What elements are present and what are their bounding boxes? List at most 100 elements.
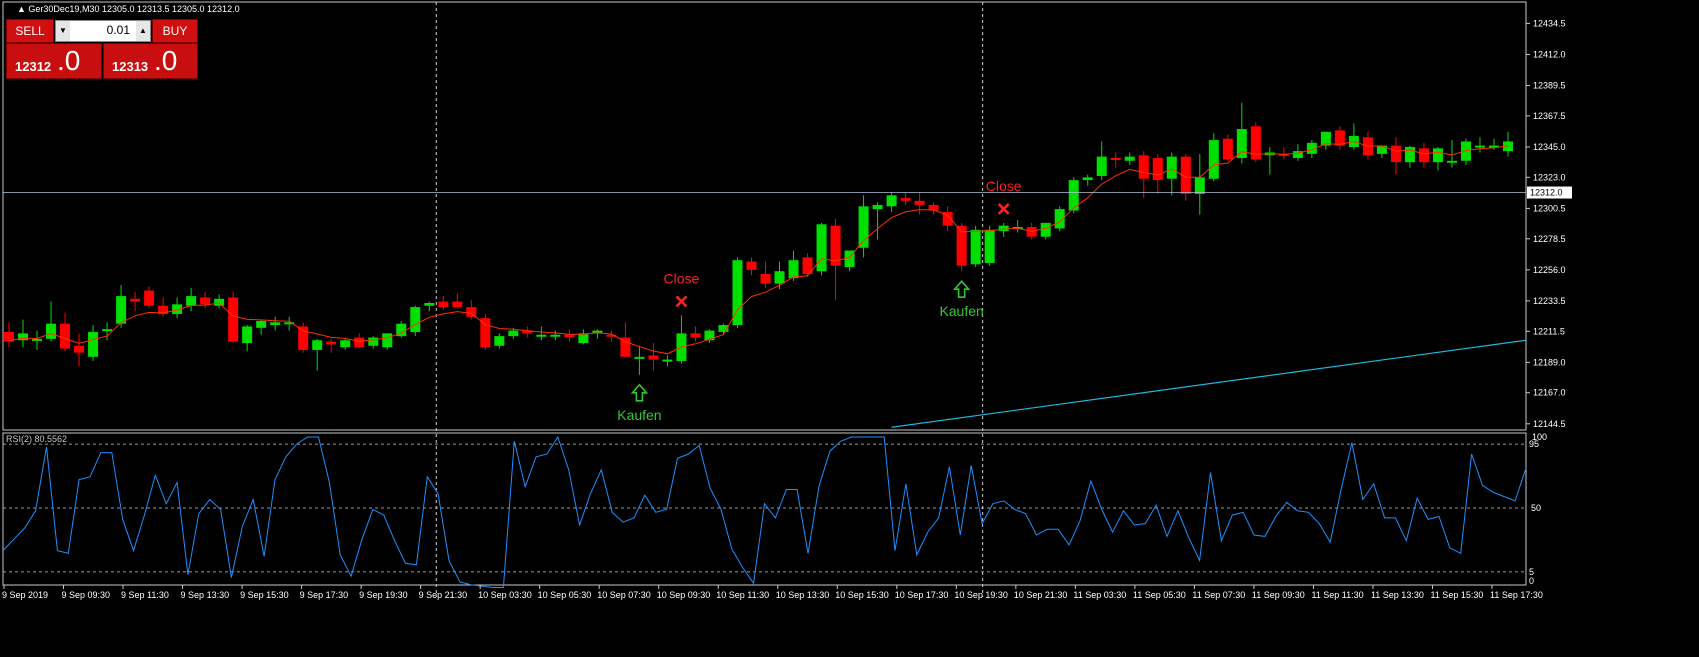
candle-body [592,330,603,334]
close-label: Close [664,270,700,286]
candle-body [886,195,897,207]
time-axis-label: 10 Sep 07:30 [597,590,651,600]
candle-body [214,298,225,306]
time-axis-label: 10 Sep 05:30 [538,590,592,600]
price-axis-label: 12256.0 [1533,265,1566,275]
candle-body [1334,130,1345,146]
candle-body [774,271,785,284]
time-axis-label: 11 Sep 03:30 [1073,590,1126,600]
candle-body [1138,155,1149,179]
price-axis-label: 12233.5 [1533,296,1566,306]
candle-body [662,359,673,362]
candle-body [1488,145,1499,148]
candle-body [340,340,351,348]
time-axis-label: 9 Sep 11:30 [121,590,169,600]
candle-body [620,337,631,357]
candle-body [550,334,561,337]
candle-body [872,204,883,210]
time-axis-label: 11 Sep 05:30 [1133,590,1186,600]
time-axis-label: 9 Sep 21:30 [419,590,468,600]
candle-body [1278,153,1289,156]
close-label: Close [986,178,1022,194]
candle-body [102,329,113,332]
candle-body [172,304,183,315]
candle-body [1152,158,1163,181]
lot-decrease-icon[interactable]: ▼ [56,21,70,41]
price-axis-label: 12434.5 [1533,18,1566,28]
candle-body [830,225,841,266]
candle-body [578,333,589,344]
candle-body [270,322,281,326]
candle-body [1124,156,1135,161]
candle-body [802,257,813,274]
candle-body [4,331,14,342]
candle-body [816,224,827,272]
candle-body [900,198,911,201]
candle-body [1082,177,1093,181]
candle-body [1250,126,1261,160]
candle-body [144,290,155,306]
candle-body [438,301,449,308]
rsi-axis-label: 50 [1531,503,1541,513]
buy-price-button[interactable]: 12313 .0 [103,43,198,79]
candle-body [200,297,211,305]
current-price-label: 12312.0 [1530,188,1563,198]
candle-body [928,204,939,211]
candle-body [1432,148,1443,163]
lot-size-input[interactable] [72,22,130,38]
sell-price-main: 12312 [15,59,52,74]
candle-body [564,334,575,338]
candle-body [536,334,547,337]
candle-body [844,250,855,268]
candle-body [760,273,771,284]
candle-body [18,333,29,341]
rsi-title: RSI(2) 80.5562 [6,434,67,444]
candle-body [970,229,981,265]
sell-price-button[interactable]: 12312 .0 [6,43,102,79]
chart-header: ▲ Ger30Dec19,M30 12305.0 12313.5 12305.0… [17,4,240,14]
time-axis-label: 10 Sep 19:30 [954,590,1008,600]
price-axis-label: 12167.0 [1533,388,1566,398]
time-axis-label: 9 Sep 19:30 [359,590,408,600]
candle-body [396,323,407,337]
candle-body [1418,148,1429,163]
time-axis-label: 9 Sep 15:30 [240,590,289,600]
candle-body [116,296,127,324]
candle-body [480,318,491,348]
time-axis-label: 10 Sep 09:30 [657,590,711,600]
candle-body [130,298,141,302]
lot-size-stepper[interactable]: ▼ ▲ [55,20,151,42]
buy-price-main: 12313 [112,59,149,74]
candle-body [228,297,239,342]
candle-body [1040,222,1051,237]
candle-body [1376,145,1387,154]
candle-body [466,307,477,317]
kaufen-label: Kaufen [617,407,661,423]
lot-increase-icon[interactable]: ▲ [136,21,150,41]
time-axis-label: 10 Sep 21:30 [1014,590,1068,600]
close-x-icon [997,202,1010,215]
moving-average-line [8,140,1509,355]
candle-body [1166,156,1177,179]
candle-body [74,345,85,353]
candle-body [298,326,309,350]
candle-body [1460,141,1471,161]
candle-body [1096,156,1107,176]
rsi-axis-label: 95 [1529,439,1539,449]
candle-body [914,200,925,205]
candle-body [998,225,1009,232]
buy-button[interactable]: BUY [152,19,198,43]
candle-body [1194,177,1205,194]
candle-body [1180,156,1191,194]
candle-body [942,211,953,226]
time-axis-label: 10 Sep 13:30 [776,590,830,600]
candle-body [410,307,421,332]
candle-body [956,225,967,266]
candle-body [1208,140,1219,179]
candle-body [424,302,435,306]
sell-button[interactable]: SELL [6,19,54,43]
buy-arrow-icon [952,280,971,299]
price-axis-label: 12300.5 [1533,203,1566,213]
candle-body [1306,142,1317,154]
